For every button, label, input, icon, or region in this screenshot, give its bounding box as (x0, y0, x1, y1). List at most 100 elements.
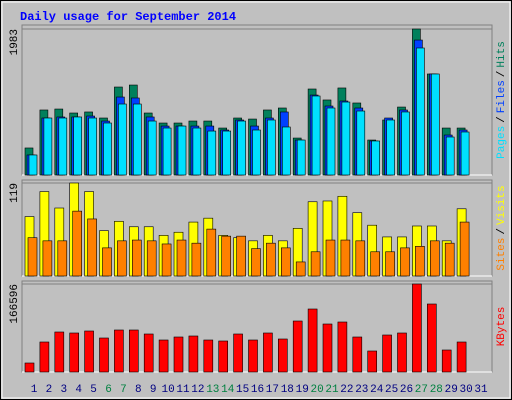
bar (177, 125, 187, 176)
x-tick-label: 21 (325, 384, 339, 396)
legend: Pages / Files / Hits (496, 41, 508, 159)
bar (385, 251, 395, 277)
bar (114, 329, 124, 373)
x-tick-label: 16 (251, 384, 264, 396)
bar (161, 243, 172, 277)
bar (176, 239, 187, 277)
x-tick-label: 2 (46, 384, 53, 396)
x-tick-label: 26 (400, 384, 413, 396)
bar (237, 120, 246, 176)
y-tick-label: 1983 (9, 29, 21, 55)
bar (307, 308, 318, 373)
x-tick-label: 13 (206, 384, 219, 396)
bar (132, 239, 142, 277)
x-tick-label: 31 (474, 384, 488, 396)
bar (280, 247, 291, 277)
bar (57, 240, 68, 277)
x-tick-label: 14 (221, 384, 235, 396)
bar (73, 116, 82, 176)
legend-entry: Pages (496, 126, 508, 159)
x-tick-label: 6 (105, 384, 112, 396)
bar (326, 107, 336, 176)
bar (400, 247, 410, 277)
bar (72, 210, 82, 277)
x-tick-label: 10 (161, 384, 174, 396)
bar (444, 242, 455, 277)
bar (218, 340, 228, 373)
x-tick-label: 19 (296, 384, 309, 396)
bar (43, 117, 53, 176)
x-tick-label: 8 (135, 384, 142, 396)
bar (236, 235, 246, 277)
legend-entry: Files (496, 80, 508, 113)
bar (146, 240, 157, 277)
bar (367, 350, 378, 373)
x-tick-label: 9 (150, 384, 157, 396)
bar (341, 101, 351, 176)
x-tick-label: 1 (31, 384, 38, 396)
x-tick-label: 4 (75, 384, 82, 396)
bar (103, 122, 112, 176)
bar (248, 339, 258, 373)
bar (267, 119, 276, 176)
bar (192, 127, 202, 176)
bar (58, 117, 68, 176)
bar (370, 251, 381, 277)
x-tick-label: 3 (60, 384, 67, 396)
bar (39, 341, 50, 373)
x-tick-label: 15 (236, 384, 249, 396)
bar (251, 248, 261, 277)
bar (296, 139, 306, 176)
legend: KBytes (496, 307, 508, 347)
bar (191, 242, 202, 277)
chart-title: Daily usage for September 2014 (20, 10, 236, 24)
bar (459, 221, 470, 277)
legend-separator: / (496, 228, 508, 235)
bar (99, 337, 109, 373)
bar (87, 218, 97, 277)
x-tick-label: 23 (355, 384, 368, 396)
bar (371, 140, 381, 176)
bar (117, 240, 127, 277)
bar (263, 332, 273, 373)
x-tick-label: 22 (340, 384, 353, 396)
bar (88, 117, 97, 176)
bar (430, 73, 440, 176)
bar (162, 127, 172, 176)
bar (382, 334, 392, 373)
bar (118, 103, 127, 176)
bar (84, 330, 94, 373)
bar (188, 335, 199, 373)
y-tick-label: 119 (9, 183, 21, 203)
bar (27, 237, 38, 277)
bar (277, 338, 288, 373)
bar (206, 228, 217, 277)
bar (295, 261, 306, 277)
bar (412, 283, 422, 373)
bar (340, 239, 351, 277)
bar (311, 95, 321, 176)
bar (429, 240, 440, 277)
bar (416, 47, 425, 176)
bar (266, 242, 276, 277)
legend-entry: Sites (496, 238, 508, 271)
bar (54, 331, 65, 373)
bar (281, 126, 291, 176)
bar (310, 251, 321, 277)
x-tick-label: 18 (281, 384, 294, 396)
bar (42, 240, 53, 277)
bar (203, 339, 214, 373)
bar (355, 240, 366, 277)
bar (426, 303, 437, 373)
x-tick-label: 17 (266, 384, 279, 396)
bar (292, 320, 303, 373)
legend-separator: / (496, 71, 508, 78)
bar (147, 120, 157, 176)
bar (415, 246, 425, 277)
x-tick-label: 27 (415, 384, 428, 396)
legend-entry: Hits (496, 41, 508, 67)
bar (456, 341, 467, 373)
bar (460, 131, 470, 176)
